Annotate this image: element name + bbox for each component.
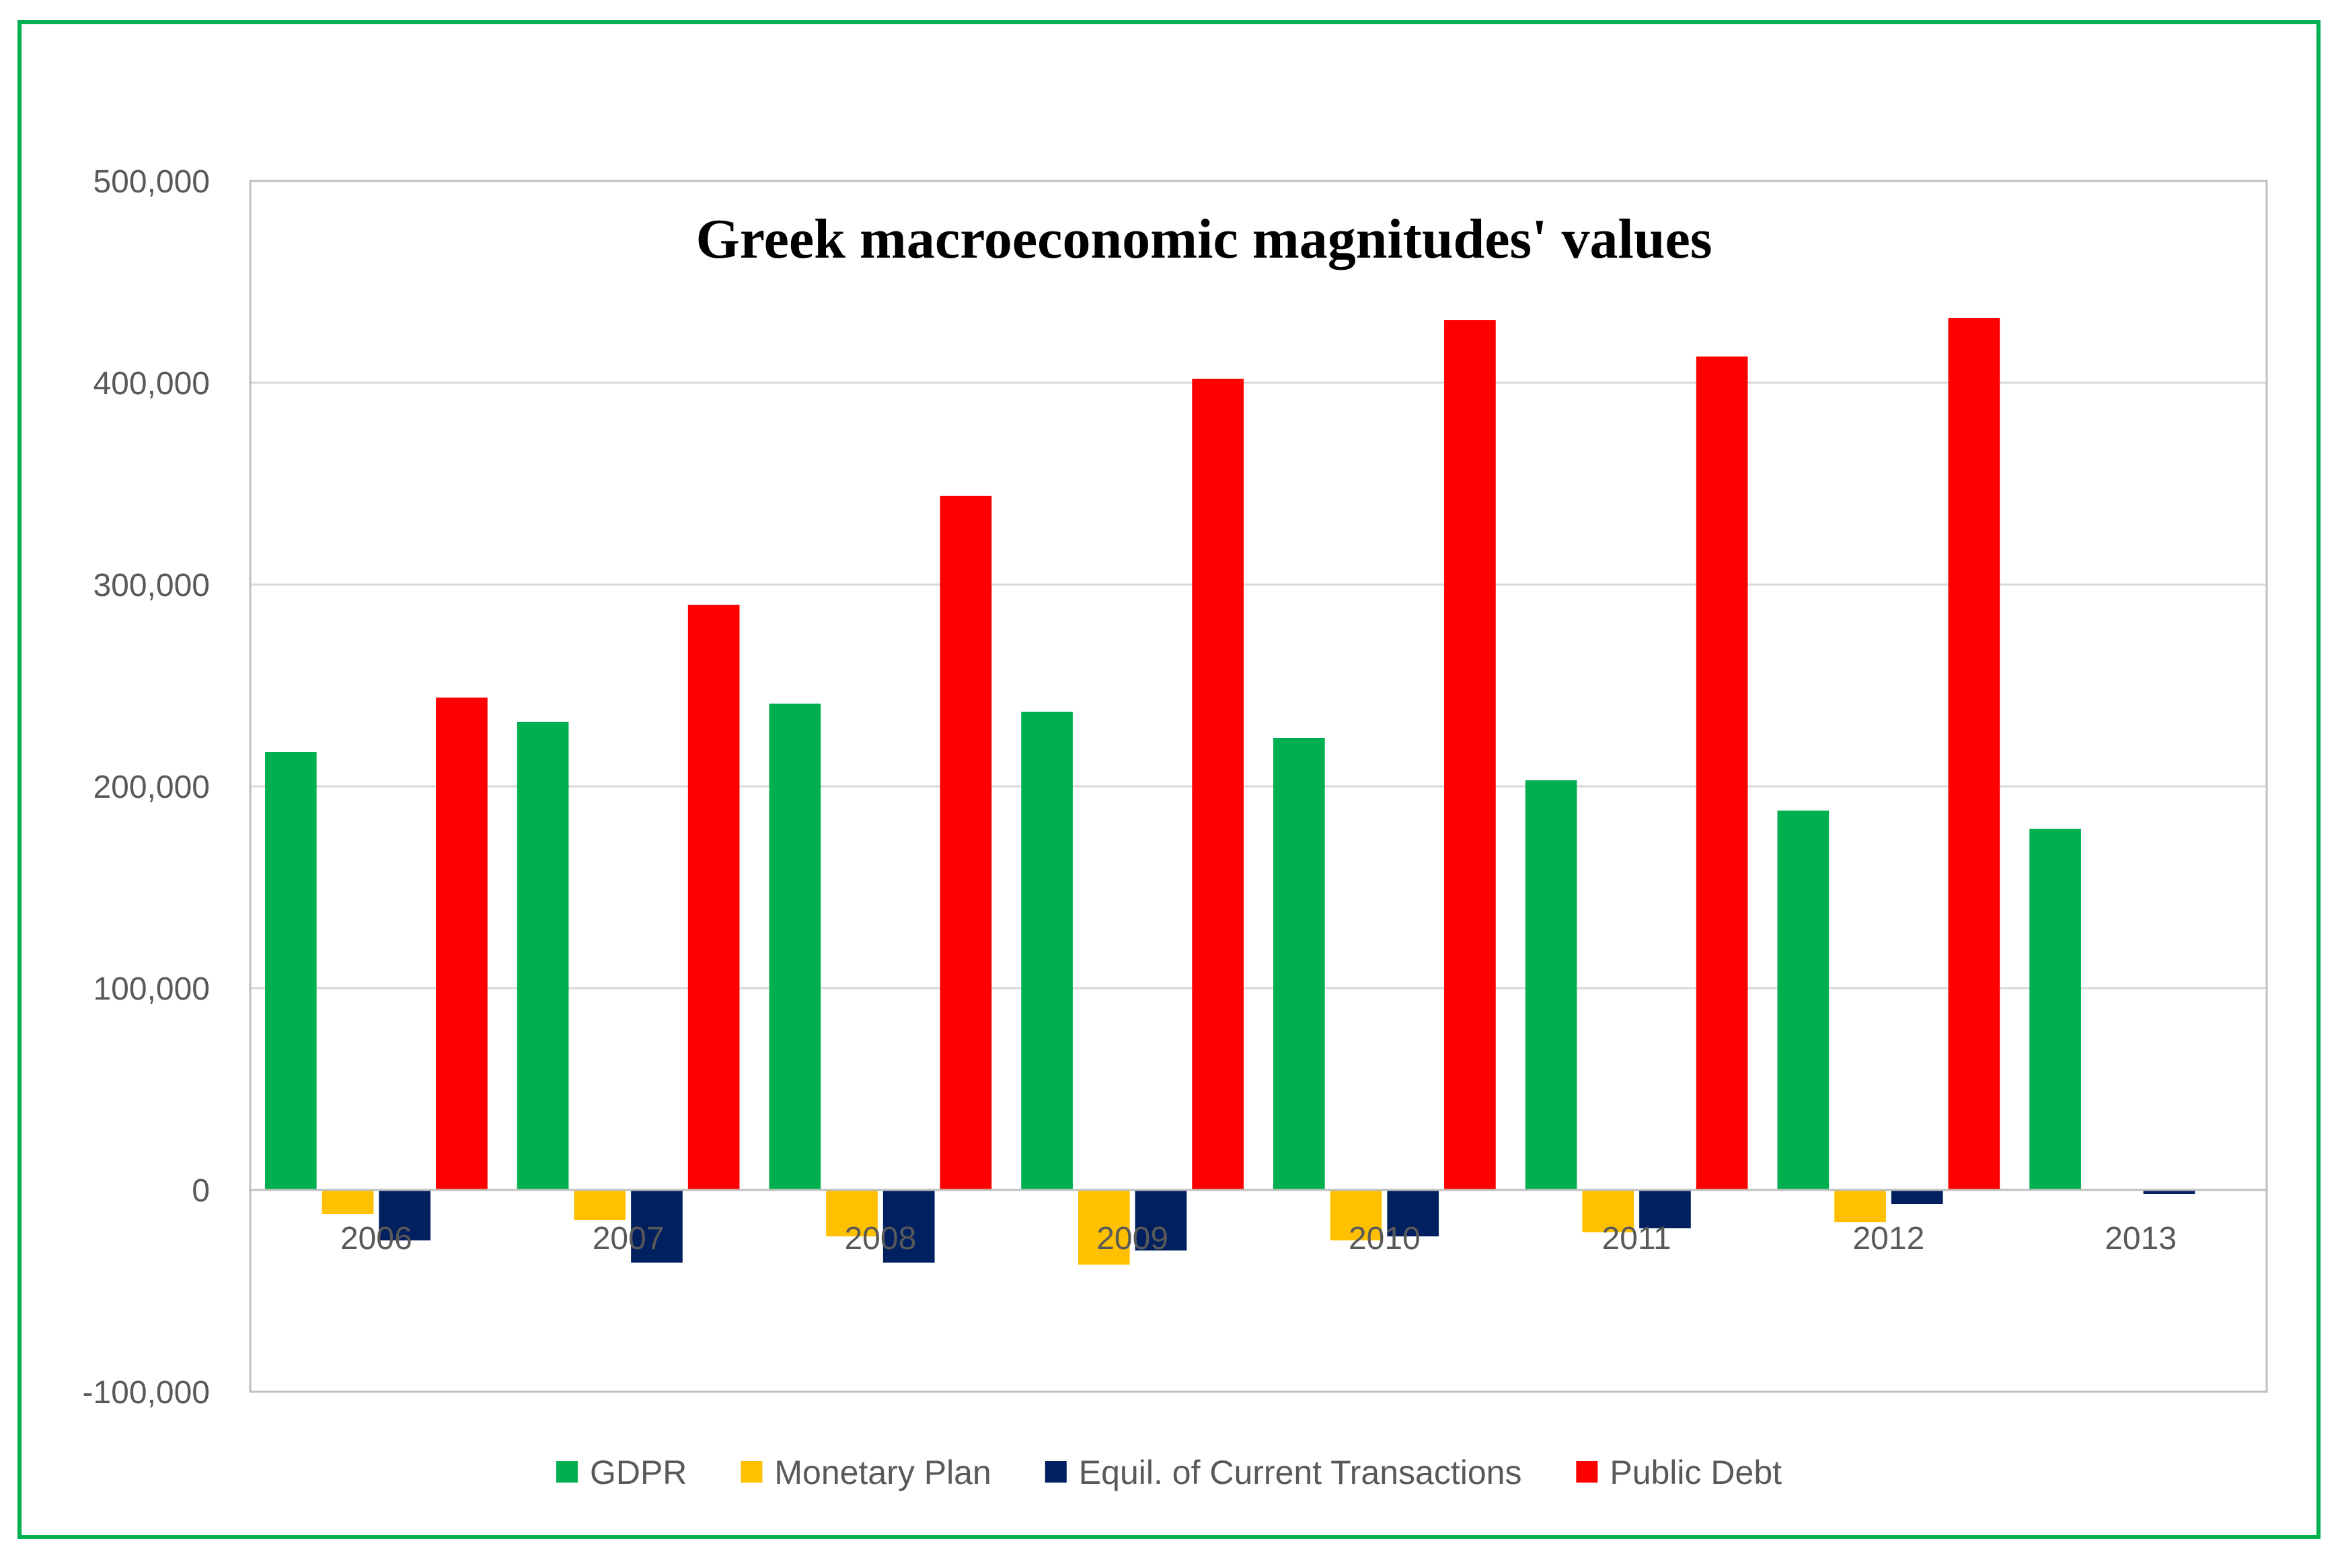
bar-monetary-plan-2011 xyxy=(1582,1190,1634,1232)
y-tick-label: 200,000 xyxy=(93,770,210,805)
legend-swatch xyxy=(1576,1461,1598,1483)
bar-monetary-plan-2009 xyxy=(1078,1190,1130,1265)
legend-label: Equil. of Current Transactions xyxy=(1079,1454,1522,1491)
x-tick-label: 2010 xyxy=(1349,1221,1421,1257)
bar-gdpr-2009 xyxy=(1021,712,1073,1190)
legend-label: GDPR xyxy=(590,1454,687,1491)
bar-monetary-plan-2006 xyxy=(322,1190,374,1214)
bar-equil-of-current-transactions-2011 xyxy=(1639,1190,1691,1228)
bar-gdpr-2008 xyxy=(769,704,821,1190)
bar-monetary-plan-2008 xyxy=(826,1190,878,1236)
bar-equil-of-current-transactions-2006 xyxy=(379,1190,431,1240)
bar-equil-of-current-transactions-2010 xyxy=(1387,1190,1439,1236)
bar-gdpr-2007 xyxy=(517,722,569,1190)
bar-equil-of-current-transactions-2013 xyxy=(2143,1190,2195,1194)
legend: GDPR Monetary Plan Equil. of Current Trans… xyxy=(556,1454,1782,1491)
bar-gdpr-2013 xyxy=(2029,829,2081,1190)
bar-equil-of-current-transactions-2012 xyxy=(1891,1190,1943,1204)
chart-title: Greek macroeconomic magnitudes' values xyxy=(695,208,1712,270)
bar-monetary-plan-2007 xyxy=(574,1190,626,1220)
bar-equil-of-current-transactions-2007 xyxy=(631,1190,683,1263)
y-tick-label: 100,000 xyxy=(93,971,210,1007)
bar-public-debt-2008 xyxy=(940,496,992,1190)
legend-swatch xyxy=(556,1461,578,1483)
bar-equil-of-current-transactions-2008 xyxy=(882,1190,935,1263)
bar-public-debt-2009 xyxy=(1192,379,1244,1190)
y-tick-label: 0 xyxy=(192,1173,210,1209)
x-tick-label: 2009 xyxy=(1096,1221,1168,1257)
legend-label: Monetary Plan xyxy=(774,1454,991,1491)
bar-gdpr-2006 xyxy=(265,752,317,1190)
y-tick-label: 300,000 xyxy=(93,568,210,603)
y-tick-label: -100,000 xyxy=(83,1375,211,1411)
x-tick-label: 2007 xyxy=(593,1221,665,1257)
bar-gdpr-2010 xyxy=(1273,738,1325,1190)
x-tick-label: 2008 xyxy=(844,1221,916,1257)
bar-public-debt-2006 xyxy=(436,698,488,1190)
bar-public-debt-2007 xyxy=(687,605,740,1190)
x-tick-label: 2012 xyxy=(1852,1221,1924,1257)
bar-public-debt-2012 xyxy=(1948,318,2000,1190)
legend-label: Public Debt xyxy=(1610,1454,1782,1491)
bar-public-debt-2011 xyxy=(1696,357,1748,1190)
bar-gdpr-2011 xyxy=(1525,780,1577,1190)
plot-area xyxy=(249,180,2268,1393)
bar-monetary-plan-2012 xyxy=(1834,1190,1886,1222)
x-tick-label: 2006 xyxy=(340,1221,412,1257)
x-tick-label: 2013 xyxy=(2105,1221,2177,1257)
bar-monetary-plan-2010 xyxy=(1330,1190,1382,1240)
bar-public-debt-2010 xyxy=(1444,320,1496,1190)
bar-equil-of-current-transactions-2009 xyxy=(1135,1190,1187,1250)
y-tick-label: 500,000 xyxy=(93,164,210,200)
legend-swatch xyxy=(1045,1461,1067,1483)
y-axis-ticks: 500,000 400,000 300,000 200,000 100,000 0 -100… xyxy=(83,164,211,1411)
bars xyxy=(265,318,2195,1265)
y-tick-label: 400,000 xyxy=(93,366,210,402)
legend-swatch xyxy=(741,1461,763,1483)
bar-gdpr-2012 xyxy=(1777,811,1830,1190)
chart-frame xyxy=(17,20,2321,1539)
x-axis-ticks: 2006 2007 2008 2009 2010 2011 2012 2013 xyxy=(340,1221,2177,1257)
x-tick-label: 2011 xyxy=(1602,1221,1671,1257)
